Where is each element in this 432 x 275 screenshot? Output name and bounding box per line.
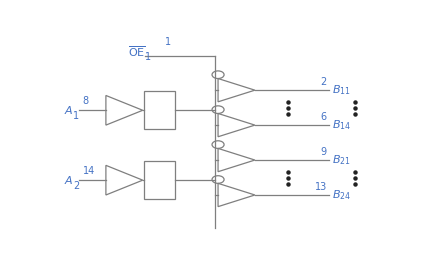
Text: 6: 6 [321,112,327,122]
Text: $B_{24}$: $B_{24}$ [332,188,351,202]
Bar [144,161,175,199]
Text: $B_{14}$: $B_{14}$ [332,118,351,132]
Text: 1: 1 [165,37,171,47]
Bar [144,91,175,129]
Text: 14: 14 [83,166,95,176]
Text: 2: 2 [321,77,327,87]
Text: 13: 13 [314,182,327,192]
Text: 8: 8 [83,97,89,106]
Text: $B_{21}$: $B_{21}$ [332,153,351,167]
Text: $A$: $A$ [64,104,73,116]
Text: $B_{11}$: $B_{11}$ [332,83,351,97]
Text: 9: 9 [321,147,327,157]
Text: 2: 2 [73,181,79,191]
Text: 1: 1 [73,111,79,121]
Text: 1: 1 [145,52,151,62]
Text: $A$: $A$ [64,174,73,186]
Text: $\overline{\mathregular{OE}}$: $\overline{\mathregular{OE}}$ [128,45,146,59]
